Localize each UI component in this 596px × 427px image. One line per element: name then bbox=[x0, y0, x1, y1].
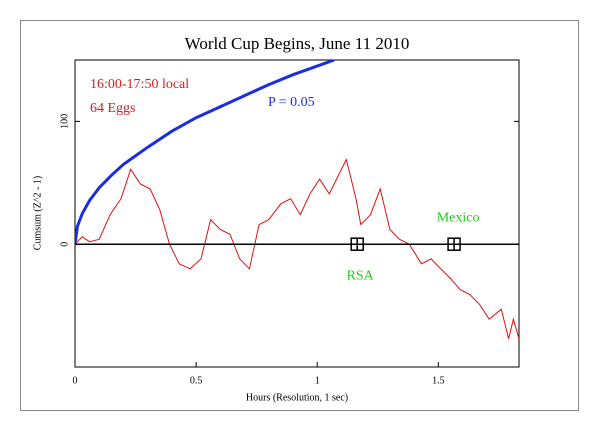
x-tick-label: 0 bbox=[73, 375, 78, 386]
annotation: 16:00-17:50 local bbox=[90, 77, 189, 92]
plot-content bbox=[75, 60, 519, 339]
series-line bbox=[75, 60, 335, 245]
y-axis-label: Cumsum (Z^2 - 1) bbox=[32, 176, 43, 250]
event-label: Mexico bbox=[437, 210, 480, 225]
event-label: RSA bbox=[347, 268, 375, 283]
series-line bbox=[75, 158, 519, 339]
x-tick-label: 1 bbox=[315, 375, 320, 386]
x-tick-label: 0.5 bbox=[190, 375, 203, 386]
plot-area bbox=[74, 59, 520, 368]
y-tick-label: 100 bbox=[59, 114, 70, 129]
y-tick-label: 0 bbox=[59, 242, 70, 247]
x-axis-label: Hours (Resolution, 1 sec) bbox=[246, 392, 348, 403]
frame bbox=[20, 20, 579, 411]
chart-title: World Cup Begins, June 11 2010 bbox=[185, 34, 410, 53]
x-tick-label: 1.5 bbox=[432, 375, 445, 386]
series-label: P = 0.05 bbox=[268, 95, 315, 110]
annotation: 64 Eggs bbox=[90, 101, 136, 116]
